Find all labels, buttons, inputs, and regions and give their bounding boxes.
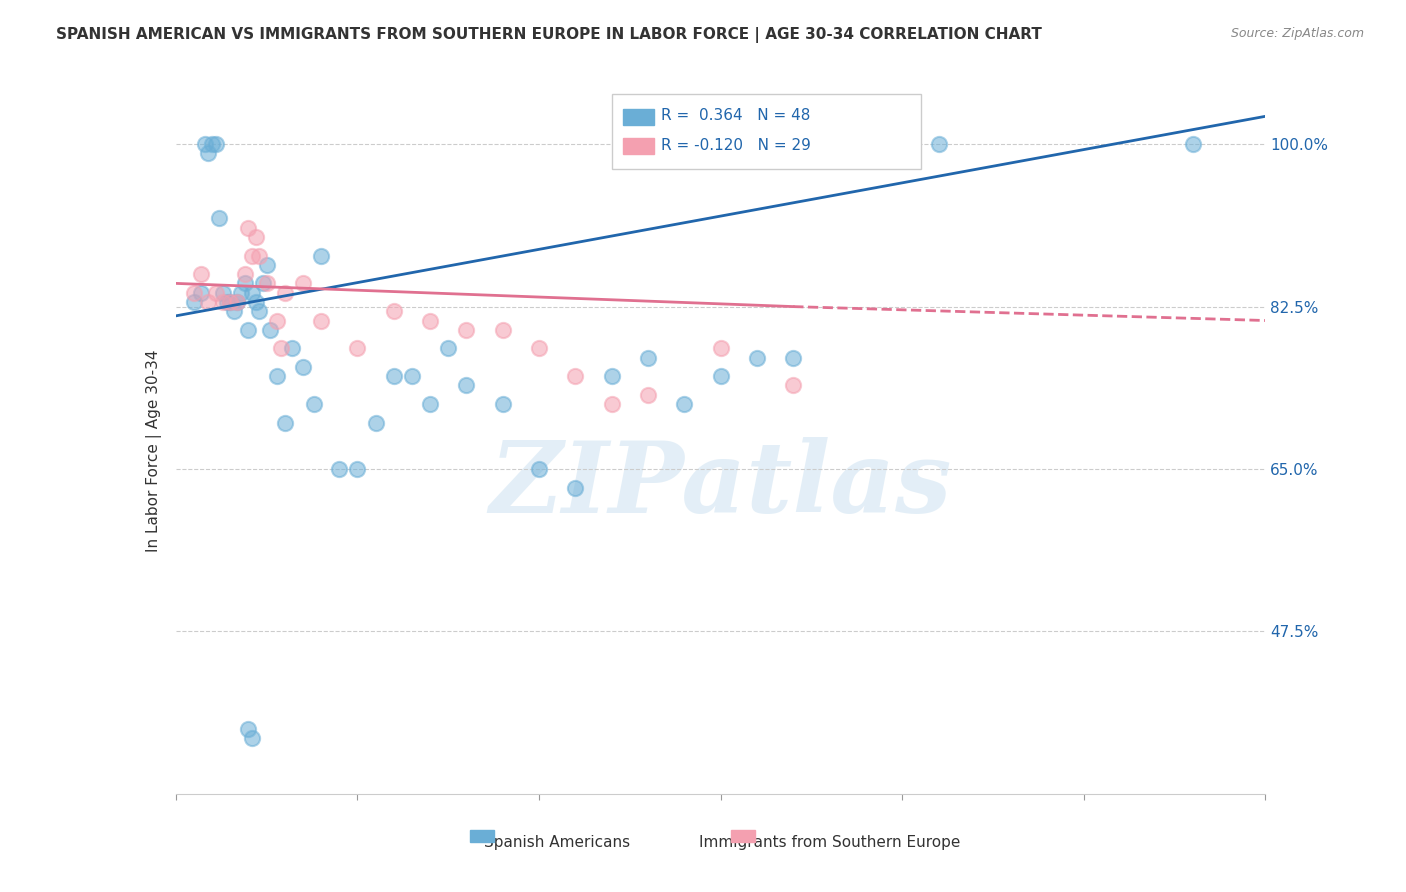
- Point: [274, 416, 297, 430]
- Point: [226, 295, 249, 310]
- Text: Spanish Americans: Spanish Americans: [484, 835, 630, 850]
- Point: [745, 351, 768, 365]
- Point: [782, 351, 804, 365]
- Point: [382, 304, 405, 318]
- Point: [233, 277, 256, 291]
- Point: [600, 397, 623, 411]
- Point: [291, 277, 314, 291]
- Point: [240, 285, 263, 300]
- Point: [183, 295, 205, 310]
- Point: [419, 313, 441, 327]
- Point: [194, 137, 217, 152]
- Point: [382, 369, 405, 384]
- Point: [231, 285, 253, 300]
- Point: [256, 258, 278, 272]
- Point: [240, 248, 263, 262]
- Point: [245, 230, 267, 244]
- Text: R = -0.120   N = 29: R = -0.120 N = 29: [661, 138, 811, 153]
- Point: [212, 295, 235, 310]
- Text: SPANISH AMERICAN VS IMMIGRANTS FROM SOUTHERN EUROPE IN LABOR FORCE | AGE 30-34 C: SPANISH AMERICAN VS IMMIGRANTS FROM SOUT…: [56, 27, 1042, 43]
- Point: [219, 295, 242, 310]
- Point: [710, 369, 733, 384]
- Point: [309, 313, 332, 327]
- Point: [600, 369, 623, 384]
- Point: [309, 248, 332, 262]
- Point: [1181, 137, 1204, 152]
- Point: [212, 285, 235, 300]
- Point: [252, 277, 274, 291]
- Text: Source: ZipAtlas.com: Source: ZipAtlas.com: [1230, 27, 1364, 40]
- Point: [564, 369, 586, 384]
- Point: [456, 323, 478, 337]
- Point: [215, 295, 238, 310]
- Point: [437, 342, 460, 356]
- Point: [328, 462, 350, 476]
- Point: [201, 137, 224, 152]
- Point: [928, 137, 950, 152]
- Point: [302, 397, 325, 411]
- Point: [673, 397, 696, 411]
- Point: [281, 342, 304, 356]
- FancyBboxPatch shape: [731, 830, 755, 842]
- Point: [527, 342, 550, 356]
- Point: [492, 323, 515, 337]
- Point: [208, 211, 231, 226]
- Text: Immigrants from Southern Europe: Immigrants from Southern Europe: [699, 835, 960, 850]
- Point: [710, 342, 733, 356]
- Text: R =  0.364   N = 48: R = 0.364 N = 48: [661, 109, 810, 123]
- Point: [219, 295, 242, 310]
- Point: [190, 267, 212, 281]
- Point: [274, 285, 297, 300]
- Point: [637, 388, 659, 402]
- Point: [456, 378, 478, 392]
- Point: [266, 369, 288, 384]
- Point: [364, 416, 387, 430]
- Y-axis label: In Labor Force | Age 30-34: In Labor Force | Age 30-34: [146, 349, 162, 552]
- Point: [270, 342, 292, 356]
- Point: [346, 462, 368, 476]
- Point: [245, 295, 267, 310]
- Point: [238, 220, 260, 235]
- Point: [247, 248, 270, 262]
- Point: [233, 267, 256, 281]
- Point: [204, 285, 226, 300]
- Point: [419, 397, 441, 411]
- Point: [197, 295, 219, 310]
- Point: [222, 304, 245, 318]
- Point: [190, 285, 212, 300]
- Point: [256, 277, 278, 291]
- Point: [238, 323, 260, 337]
- Point: [291, 359, 314, 374]
- Point: [183, 285, 205, 300]
- Point: [226, 295, 249, 310]
- Point: [492, 397, 515, 411]
- Point: [204, 137, 226, 152]
- Point: [782, 378, 804, 392]
- Point: [564, 481, 586, 495]
- Point: [637, 351, 659, 365]
- Point: [247, 304, 270, 318]
- Point: [238, 722, 260, 736]
- Point: [266, 313, 288, 327]
- Text: ZIPatlas: ZIPatlas: [489, 436, 952, 533]
- Point: [240, 731, 263, 746]
- FancyBboxPatch shape: [470, 830, 494, 842]
- Point: [527, 462, 550, 476]
- Point: [259, 323, 281, 337]
- Point: [401, 369, 423, 384]
- Point: [346, 342, 368, 356]
- Point: [197, 146, 219, 161]
